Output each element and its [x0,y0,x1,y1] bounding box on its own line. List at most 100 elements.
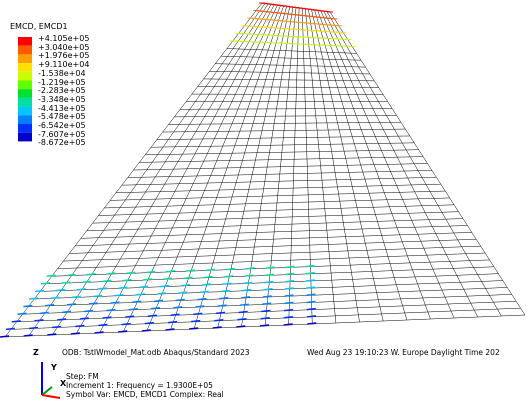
step-info: Step: FM [66,372,99,381]
legend-swatch [18,37,32,46]
vector-symbol [285,274,294,275]
vector-symbol [143,279,152,280]
mesh-line [110,191,445,200]
vector-symbol [284,310,293,311]
vector-symbol [47,334,56,335]
vector-symbol [29,327,38,328]
vector-symbol [260,325,269,326]
vector-symbol [307,309,316,310]
vector-symbol [285,288,294,289]
vector-symbol [99,325,108,326]
vector-symbol [191,321,200,322]
vector-symbol [52,326,61,327]
triad-x [42,395,60,398]
vector-symbol [18,313,27,314]
mesh-line [192,94,383,95]
vector-symbol [87,274,96,275]
vector-symbol [67,275,76,276]
triad-y [42,387,52,395]
legend-swatch [18,54,32,63]
vector-symbol [57,319,66,320]
vector-symbol [261,311,270,312]
vector-symbol [189,328,198,329]
vector-symbol [265,274,274,275]
vector-symbol [224,276,233,277]
vector-symbol [41,283,50,284]
vector-symbol [23,306,32,307]
increment-info: Increment 1: Frequency = 1.9300E+05 [66,381,213,390]
legend-swatch [18,133,32,142]
vector-symbol [262,303,271,304]
vector-symbol [118,331,127,332]
mesh-line [75,232,472,246]
vector-symbol [29,298,38,299]
vector-symbol [122,280,131,281]
vector-symbol [264,282,273,283]
vector-symbol [122,324,131,325]
vector-symbol [35,290,44,291]
vector-symbol [98,288,107,289]
vector-symbol [286,266,295,267]
vector-symbol [305,266,314,267]
vector-symbol [306,280,315,281]
vector-symbol [193,313,202,314]
vector-symbol [284,302,293,303]
vector-symbol [125,316,134,317]
legend-swatch [18,63,32,72]
vector-symbol [178,292,187,293]
vector-symbol [236,326,245,327]
vector-symbol [129,309,138,310]
vector-symbol [306,287,315,288]
symbol-info: Symbol Var: EMCD, EMCD1 Complex: Real [66,390,224,399]
vector-symbol [181,285,190,286]
vector-symbol [186,270,195,271]
vector-symbol [154,300,163,301]
vector-symbol [148,315,157,316]
vector-symbol [95,332,104,333]
vector-symbol [93,296,102,297]
vector-symbol [77,289,86,290]
vector-symbol [34,320,43,321]
legend-swatch [18,89,32,98]
vector-symbol [163,278,172,279]
vector-symbol [145,323,154,324]
mesh-line [63,246,480,261]
vector-symbol [114,295,123,296]
vector-symbol [243,282,252,283]
vector-symbol [40,312,49,313]
vector-symbol [62,311,71,312]
vector-symbol [165,329,174,330]
legend-swatch [18,107,32,116]
vector-symbol [142,330,151,331]
legend-label: -8.672e+05 [38,139,89,148]
triad-label: Z [33,348,39,357]
legend-swatch [18,72,32,81]
vector-symbol [284,324,293,325]
vector-symbol [151,308,160,309]
vector-symbol [264,289,273,290]
vector-symbol [71,333,80,334]
legend-swatch [18,124,32,133]
vector-symbol [195,306,204,307]
legend-swatch [18,115,32,124]
vector-symbol [218,305,227,306]
vector-symbol [80,318,89,319]
vector-symbol [139,286,148,287]
vector-symbol [219,298,228,299]
vector-symbol [12,321,21,322]
mesh-line [116,184,441,193]
vector-symbol [263,296,272,297]
mesh-line [58,253,486,269]
vector-symbol [45,305,54,306]
vector-symbol [221,290,230,291]
vector-symbol [200,291,209,292]
vector-symbol [75,326,84,327]
vector-symbol [24,335,33,336]
mesh-line [122,177,437,185]
vector-symbol [183,277,192,278]
date-info: Wed Aug 23 19:10:23 W. Europe Daylight T… [307,348,500,357]
vector-symbol [245,275,254,276]
vector-symbol [132,301,141,302]
vector-symbol [118,287,127,288]
vector-symbol [223,283,232,284]
